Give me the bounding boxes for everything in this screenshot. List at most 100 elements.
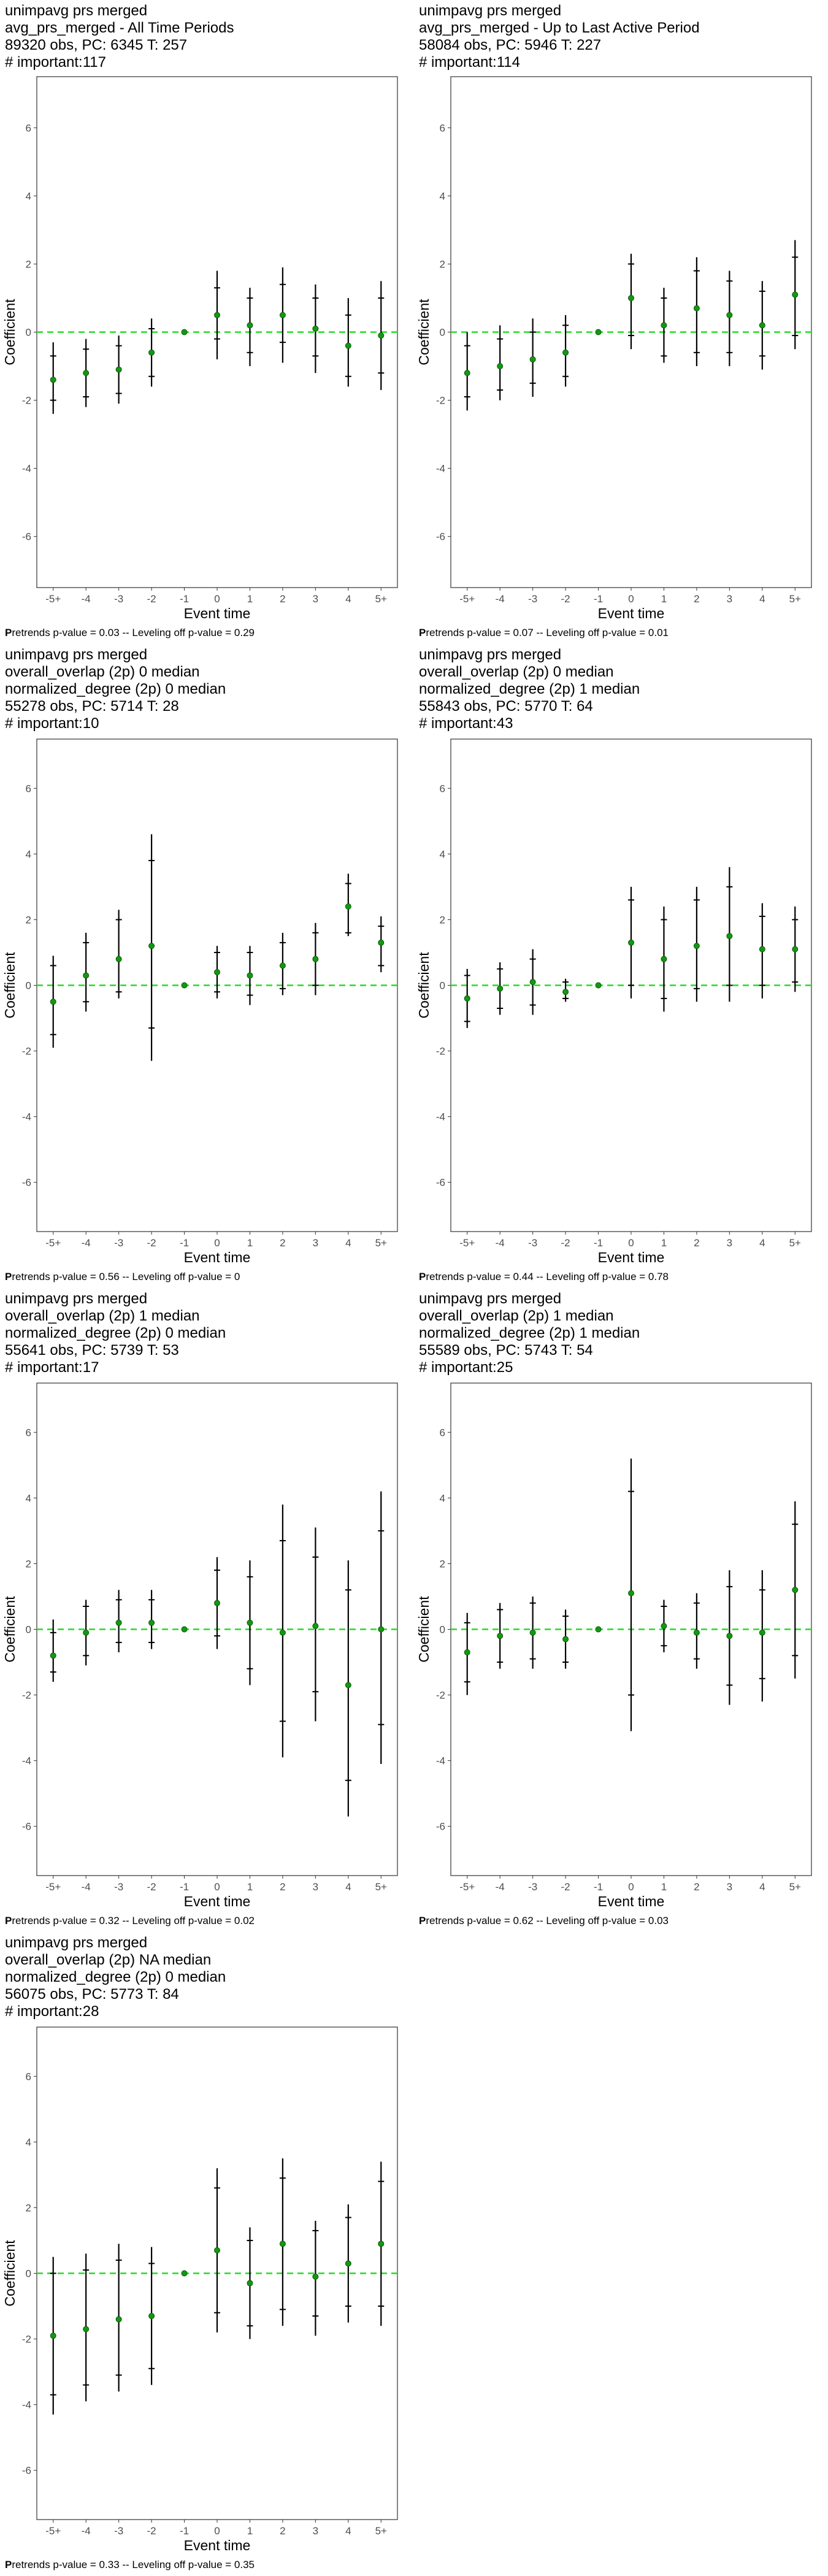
chart-title-line: normalized_degree (2p) 0 median [5,681,226,697]
chart-panel: unimpavg prs merged overall_overlap (2p) … [0,644,405,1287]
pvalue-footnote: Pretrends p-value = 0.03 -- Leveling off… [5,627,255,639]
footnote-initial: P [5,1271,12,1282]
chart-panel: unimpavg prs merged overall_overlap (2p) … [0,1288,405,1931]
chart-title-line: unimpavg prs merged [419,1290,562,1307]
estimate-point [497,363,504,370]
chart-title-line: 55589 obs, PC: 5743 T: 54 [419,1342,593,1359]
y-tick-label: 6 [440,783,445,794]
x-tick-label: 0 [628,1881,634,1893]
estimate-point [279,2241,286,2247]
chart-title-line: unimpavg prs merged [5,1290,148,1307]
x-tick-label: 2 [280,1881,285,1893]
y-tick-label: 2 [26,2202,31,2214]
estimate-point [378,2241,385,2247]
y-tick-label: 4 [440,848,445,860]
x-axis-label: Event time [184,2537,251,2553]
x-tick-label: 0 [214,2525,220,2537]
pvalue-footnote: Pretrends p-value = 0.32 -- Leveling off… [5,1915,255,1927]
estimate-point [726,1633,733,1639]
estimate-point [181,329,188,335]
x-tick-label: -5+ [459,593,475,605]
chart-title-line: 58084 obs, PC: 5946 T: 227 [419,37,602,53]
footnote-text: retrends p-value = 0.44 -- Leveling off … [426,1271,669,1282]
estimate-point [312,956,319,962]
estimate-point [562,989,569,995]
chart-title-line: normalized_degree (2p) 1 median [419,681,640,697]
footnote-initial: P [5,2559,12,2570]
chart-title: unimpavg prs merged overall_overlap (2p) … [419,646,640,732]
x-tick-label: -3 [528,1237,537,1249]
x-tick-label: 0 [628,593,634,605]
y-axis-label: Coefficient [416,952,432,1019]
x-tick-label: 5+ [375,2525,387,2537]
y-tick-label: -4 [22,2399,31,2411]
x-tick-label: -1 [594,1881,603,1893]
chart-title: unimpavg prs merged overall_overlap (2p) … [5,1290,226,1376]
y-axis-label: Coefficient [416,299,432,366]
estimate-point [562,349,569,356]
estimate-point [562,1636,569,1643]
x-tick-label: -2 [561,593,570,605]
estimate-point [464,1649,470,1655]
y-tick-label: -6 [436,1821,445,1833]
x-tick-label: -5+ [45,1881,61,1893]
y-tick-label: 4 [26,2136,31,2148]
estimate-point [214,2247,220,2254]
y-tick-label: -4 [22,1111,31,1123]
estimate-point [148,349,155,356]
pvalue-footnote: Pretrends p-value = 0.07 -- Leveling off… [419,627,669,639]
chart-panel: unimpavg prs merged overall_overlap (2p) … [414,644,819,1287]
estimate-point [661,956,667,962]
chart-title-line: 55278 obs, PC: 5714 T: 28 [5,698,179,715]
x-tick-label: -3 [114,1237,123,1249]
y-tick-label: -6 [436,531,445,543]
pvalue-footnote: Pretrends p-value = 0.44 -- Leveling off… [419,1271,669,1283]
estimate-point [83,972,90,979]
chart-title-line: avg_prs_merged - All Time Periods [5,20,234,36]
x-tick-label: 3 [727,1881,732,1893]
y-tick-label: 6 [26,1427,31,1438]
x-axis-label: Event time [598,1893,665,1909]
chart-title-line: 89320 obs, PC: 6345 T: 257 [5,37,188,53]
x-axis-label: Event time [598,1249,665,1265]
y-tick-label: -6 [22,2465,31,2477]
estimate-point [312,2273,319,2280]
y-tick-label: -4 [436,1111,445,1123]
estimate-point [595,982,602,989]
chart-title-line: # important:28 [5,2003,99,2020]
estimate-point [693,943,700,949]
y-tick-label: 0 [26,980,31,992]
chart-title-line: normalized_degree (2p) 1 median [419,1325,640,1341]
chart-title-line: avg_prs_merged - Up to Last Active Perio… [419,20,700,36]
x-tick-label: 2 [280,1237,285,1249]
y-tick-label: 2 [26,1558,31,1570]
chart-plot: -6 -4 -2 0 2 4 6 -5+ -4 -3 -2 -1 0 1 2 3 4 5+ Event time Co… [2,76,398,621]
estimate-point [529,979,536,986]
chart-title-line: 56075 obs, PC: 5773 T: 84 [5,1986,179,2003]
x-tick-label: 0 [628,1237,634,1249]
x-tick-label: 2 [280,2525,285,2537]
x-tick-label: -1 [180,2525,189,2537]
chart-title-line: unimpavg prs merged [419,646,562,663]
x-tick-label: 5+ [789,1881,801,1893]
estimate-point [661,322,667,329]
chart-title-line: unimpavg prs merged [5,1934,148,1951]
estimate-point [279,962,286,969]
footnote-initial: P [419,1915,426,1926]
x-tick-label: 1 [247,1237,253,1249]
y-tick-label: 0 [26,327,31,339]
estimate-point [148,1619,155,1626]
footnote-text: retrends p-value = 0.62 -- Leveling off … [426,1915,669,1926]
x-tick-label: 2 [694,593,699,605]
estimate-point [628,1590,634,1597]
chart-title-line: unimpavg prs merged [419,2,562,19]
chart-panel: unimpavg prs merged avg_prs_merged - Up t… [414,0,819,643]
y-tick-label: -2 [22,395,31,407]
chart-title-line: # important:10 [5,715,99,732]
footnote-text: retrends p-value = 0.03 -- Leveling off … [12,627,255,638]
x-tick-label: 1 [661,1881,667,1893]
x-tick-label: 1 [661,593,667,605]
chart-panel: unimpavg prs merged overall_overlap (2p) … [414,1288,819,1931]
x-tick-label: 5+ [789,593,801,605]
x-tick-label: -2 [561,1237,570,1249]
